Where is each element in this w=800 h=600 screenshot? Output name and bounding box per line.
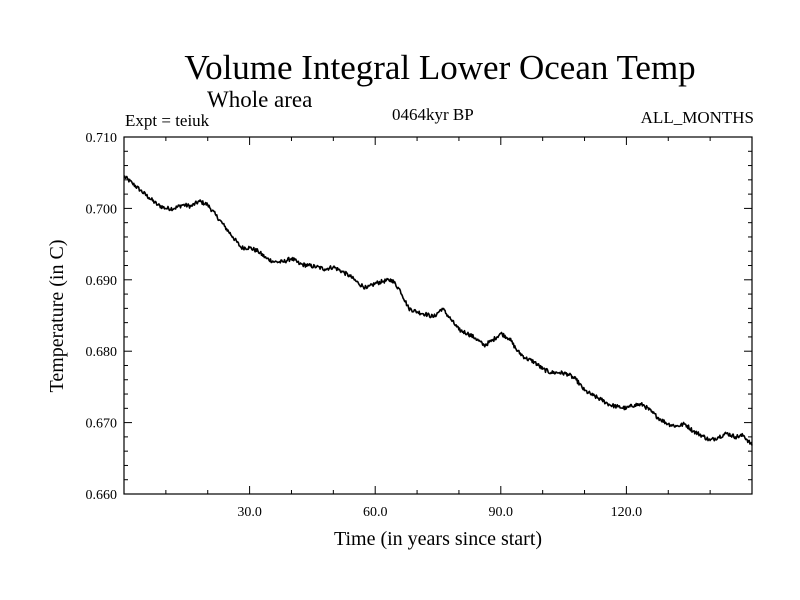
x-tick-label: 120.0 xyxy=(611,505,643,520)
y-tick-label: 0.690 xyxy=(86,274,118,289)
y-tick-label: 0.660 xyxy=(86,488,118,503)
y-tick-label: 0.700 xyxy=(86,202,118,217)
series-line xyxy=(123,175,753,446)
series-group xyxy=(123,175,753,446)
x-axis-label: Time (in years since start) xyxy=(334,528,542,550)
axis-ticks: 0.660 0.670 0.680 0.690 0.700 0.710 30.0 60.0 90… xyxy=(86,131,752,520)
y-axis-label: Temperature (in C) xyxy=(46,240,68,393)
x-tick-label: 90.0 xyxy=(489,505,514,520)
x-tick-label: 60.0 xyxy=(363,505,388,520)
experiment-label: Expt = teiuk xyxy=(125,111,210,130)
chart-subtitle: Whole area xyxy=(207,87,313,112)
period-label: 0464kyr BP xyxy=(392,105,474,124)
months-label: ALL_MONTHS xyxy=(640,108,754,127)
plot-frame xyxy=(123,136,753,495)
y-tick-label: 0.680 xyxy=(86,345,118,360)
chart-title: Volume Integral Lower Ocean Temp xyxy=(184,48,696,87)
y-tick-label: 0.670 xyxy=(86,417,118,432)
y-tick-label: 0.710 xyxy=(86,131,118,146)
x-tick-label: 30.0 xyxy=(237,505,262,520)
